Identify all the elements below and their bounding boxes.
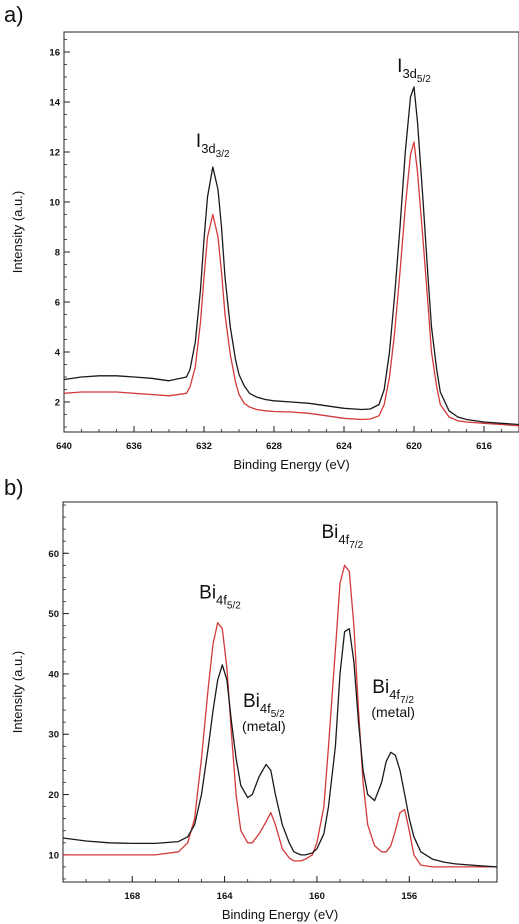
peak-label: Bi4f7/2 [322, 522, 364, 551]
x-tick-label: 156 [401, 891, 417, 902]
peak-label: I3d5/2 [397, 56, 431, 85]
y-axis-title: Intensity (a.u.) [10, 191, 25, 273]
panel-a: a) 640 636 632 628 624 620 616 2 4 6 8 10 12 14 16 Bindi… [4, 2, 519, 472]
y-tick-label: 12 [49, 148, 60, 159]
series-line [63, 628, 497, 868]
y-tick-label: 6 [55, 298, 60, 309]
x-tick-label: 160 [309, 891, 325, 902]
x-axis-title: Binding Energy (eV) [222, 907, 338, 922]
y-tick-label: 20 [48, 790, 59, 801]
panel-label: a) [4, 2, 24, 27]
x-axis-title: Binding Energy (eV) [233, 457, 349, 472]
y-tick-label: 40 [48, 669, 59, 680]
y-tick-label: 16 [49, 48, 60, 59]
y-tick-label: 10 [49, 198, 60, 209]
x-tick-label: 632 [196, 441, 212, 452]
x-tick-label: 624 [336, 441, 353, 452]
x-tick-label: 620 [406, 441, 422, 452]
series-line [64, 86, 519, 426]
y-tick-label: 30 [48, 730, 59, 741]
y-tick-label: 2 [55, 398, 60, 409]
plot-frame [62, 501, 498, 883]
x-tick-label: 628 [266, 441, 282, 452]
peak-label: Bi4f5/2 [199, 583, 241, 612]
x-tick-label: 164 [217, 891, 234, 902]
peak-label: Bi4f7/2 [372, 677, 414, 706]
y-tick-label: 14 [49, 98, 60, 109]
y-tick-label: 60 [48, 549, 59, 560]
y-tick-label: 4 [55, 348, 61, 359]
y-tick-label: 10 [48, 850, 59, 861]
x-tick-label: 636 [126, 441, 142, 452]
peak-note: (metal) [242, 718, 286, 734]
x-tick-label: 168 [124, 891, 140, 902]
x-tick-label: 616 [476, 441, 492, 452]
y-tick-label: 50 [48, 609, 59, 620]
y-tick-label: 8 [55, 248, 60, 259]
plot-frame [63, 31, 519, 433]
series-line [64, 141, 519, 427]
series-line [63, 564, 497, 868]
peak-label: Bi4f5/2 [243, 691, 285, 720]
panel-label: b) [4, 475, 24, 500]
x-tick-label: 640 [56, 441, 72, 452]
peak-note: (metal) [371, 704, 415, 720]
panel-b: b) 168 164 160 156 10 20 30 40 50 60 Binding Energy… [4, 475, 498, 922]
y-axis-title: Intensity (a.u.) [10, 651, 25, 733]
peak-label: I3d3/2 [196, 131, 230, 160]
